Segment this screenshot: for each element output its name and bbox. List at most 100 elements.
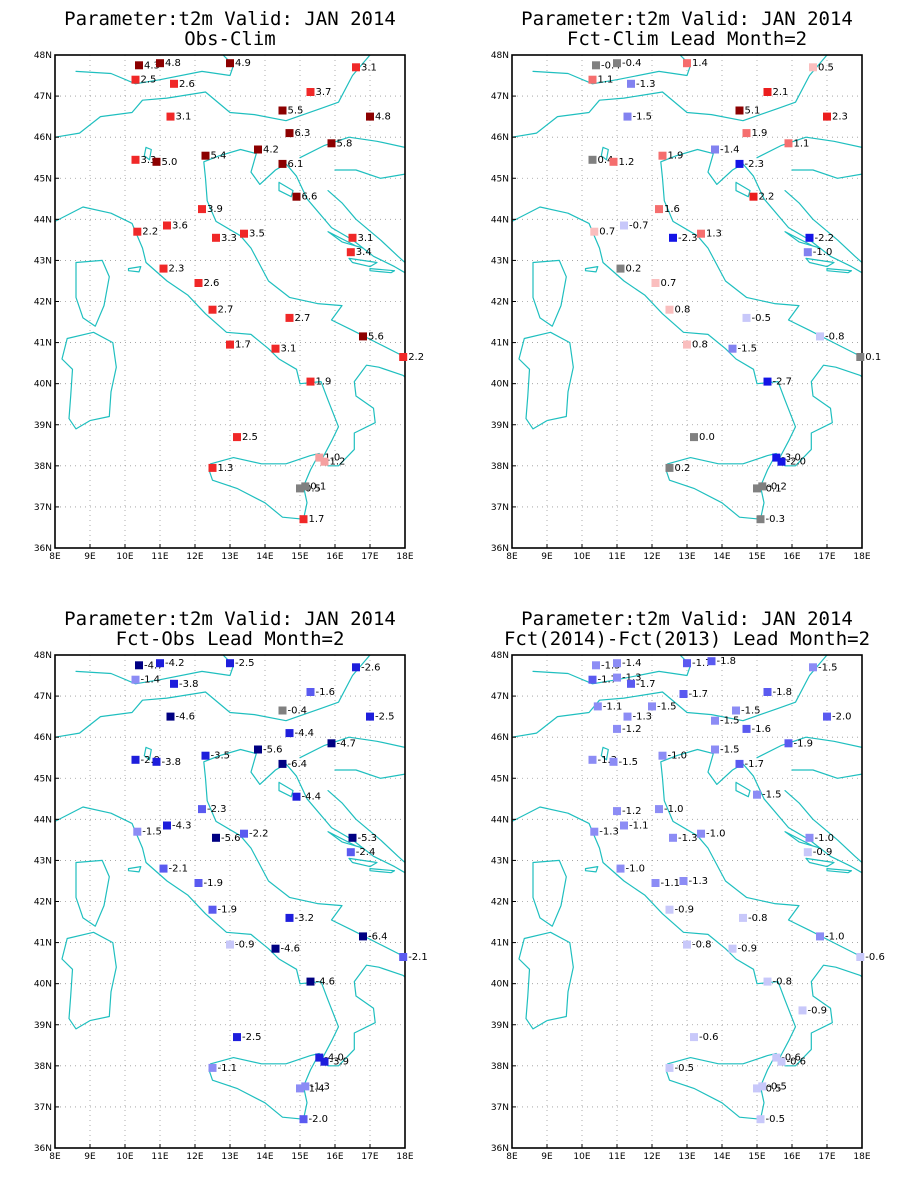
y-tick-label: 43N bbox=[491, 256, 509, 266]
station-value-label: 1.2 bbox=[330, 457, 346, 468]
station-marker bbox=[683, 340, 691, 349]
station-marker bbox=[166, 712, 175, 721]
x-tick-label: 15E bbox=[748, 1152, 765, 1162]
station-marker bbox=[735, 759, 744, 768]
station-value-label: 0.7 bbox=[599, 227, 615, 238]
station-value-label: -0.9 bbox=[813, 847, 833, 858]
station-marker bbox=[226, 940, 234, 949]
station-value-label: 1.2 bbox=[619, 157, 635, 168]
station-marker bbox=[131, 755, 140, 764]
coastline bbox=[276, 1150, 285, 1156]
station-marker bbox=[772, 1053, 781, 1062]
station-marker bbox=[823, 112, 831, 121]
station-marker bbox=[758, 482, 767, 491]
station-marker bbox=[816, 932, 824, 941]
station-marker bbox=[856, 953, 865, 961]
station-value-label: 1.3 bbox=[706, 229, 722, 240]
coastline bbox=[334, 769, 405, 779]
station-value-label: 1.1 bbox=[794, 138, 810, 149]
station-marker bbox=[285, 729, 294, 738]
station-value-label: -0.5 bbox=[767, 1081, 787, 1092]
station-value-label: 3.7 bbox=[316, 87, 332, 98]
station-value-label: -0.5 bbox=[752, 313, 772, 324]
station-marker bbox=[588, 755, 597, 764]
station-value-label: -1.5 bbox=[720, 745, 740, 756]
coastline bbox=[75, 259, 110, 327]
station-value-label: -0.9 bbox=[808, 1005, 828, 1016]
coastline bbox=[756, 736, 862, 759]
station-marker bbox=[697, 229, 705, 238]
station-value-label: 1.7 bbox=[235, 340, 251, 351]
station-value-label: -3.9 bbox=[330, 1057, 350, 1068]
station-value-label: -1.6 bbox=[316, 687, 336, 698]
coastline bbox=[784, 790, 862, 864]
station-value-label: 2.2 bbox=[142, 227, 158, 238]
station-marker bbox=[823, 712, 831, 721]
station-marker bbox=[627, 79, 635, 88]
coastline bbox=[532, 259, 567, 327]
coastline bbox=[327, 190, 405, 264]
station-marker bbox=[728, 344, 737, 353]
coastline bbox=[735, 181, 751, 198]
station-value-label: -1.4 bbox=[720, 145, 740, 156]
station-marker bbox=[707, 657, 716, 666]
coastline bbox=[348, 257, 378, 268]
station-value-label: 4.2 bbox=[263, 145, 279, 156]
station-marker bbox=[784, 139, 793, 148]
y-tick-label: 45N bbox=[491, 174, 509, 184]
station-value-label: -0.9 bbox=[235, 940, 255, 951]
station-marker bbox=[588, 75, 597, 84]
coastline bbox=[327, 831, 364, 849]
station-marker bbox=[292, 792, 301, 801]
station-marker bbox=[592, 61, 600, 70]
y-tick-label: 41N bbox=[491, 939, 509, 949]
y-tick-label: 43N bbox=[34, 856, 52, 866]
station-marker bbox=[590, 227, 599, 236]
y-tick-label: 41N bbox=[34, 939, 52, 949]
station-marker bbox=[208, 305, 217, 314]
coastline bbox=[735, 781, 751, 798]
station-value-label: -0.4 bbox=[601, 60, 621, 71]
station-value-label: -1.4 bbox=[141, 675, 161, 686]
station-value-label: -1.0 bbox=[706, 829, 726, 840]
station-marker bbox=[166, 112, 175, 121]
station-value-label: -1.7 bbox=[692, 658, 712, 669]
x-tick-label: 15E bbox=[291, 552, 308, 562]
station-value-label: -0.2 bbox=[767, 481, 787, 492]
x-tick-label: 14E bbox=[713, 552, 730, 562]
x-tick-label: 16E bbox=[783, 1152, 800, 1162]
panel-subtitle: Fct-Clim Lead Month=2 bbox=[567, 28, 807, 50]
station-marker bbox=[620, 221, 628, 230]
station-value-label: -2.1 bbox=[408, 952, 428, 963]
station-marker bbox=[753, 484, 761, 493]
station-value-label: 5.4 bbox=[211, 151, 227, 162]
station-marker bbox=[683, 940, 691, 949]
y-tick-label: 37N bbox=[34, 1103, 52, 1113]
station-value-label: -1.8 bbox=[717, 656, 737, 667]
y-tick-label: 44N bbox=[34, 815, 52, 825]
panel-title: Parameter:t2m Valid: JAN 2014 bbox=[521, 8, 853, 30]
station-marker bbox=[194, 279, 203, 287]
coastline bbox=[826, 868, 853, 874]
station-value-label: -1.0 bbox=[668, 751, 688, 762]
x-tick-label: 18E bbox=[853, 552, 870, 562]
station-value-label: -0.5 bbox=[762, 1083, 782, 1094]
x-tick-label: 10E bbox=[573, 552, 590, 562]
x-tick-label: 18E bbox=[396, 1152, 413, 1162]
station-marker bbox=[366, 712, 374, 721]
station-marker bbox=[271, 944, 280, 953]
station-value-label: -1.0 bbox=[626, 864, 646, 875]
station-value-label: -1.0 bbox=[825, 931, 845, 942]
coastline bbox=[518, 931, 574, 1030]
station-value-label: -5.6 bbox=[263, 745, 283, 756]
station-value-label: 3.1 bbox=[281, 344, 297, 355]
station-value-label: 1.4 bbox=[692, 58, 708, 69]
station-value-label: -4.4 bbox=[295, 728, 315, 739]
station-value-label: -4.6 bbox=[281, 944, 301, 955]
station-marker bbox=[320, 1057, 329, 1066]
station-value-label: 3.3 bbox=[221, 233, 237, 244]
y-tick-label: 40N bbox=[34, 980, 52, 990]
y-tick-label: 37N bbox=[491, 503, 509, 513]
x-tick-label: 10E bbox=[573, 1152, 590, 1162]
y-tick-label: 39N bbox=[491, 421, 509, 431]
